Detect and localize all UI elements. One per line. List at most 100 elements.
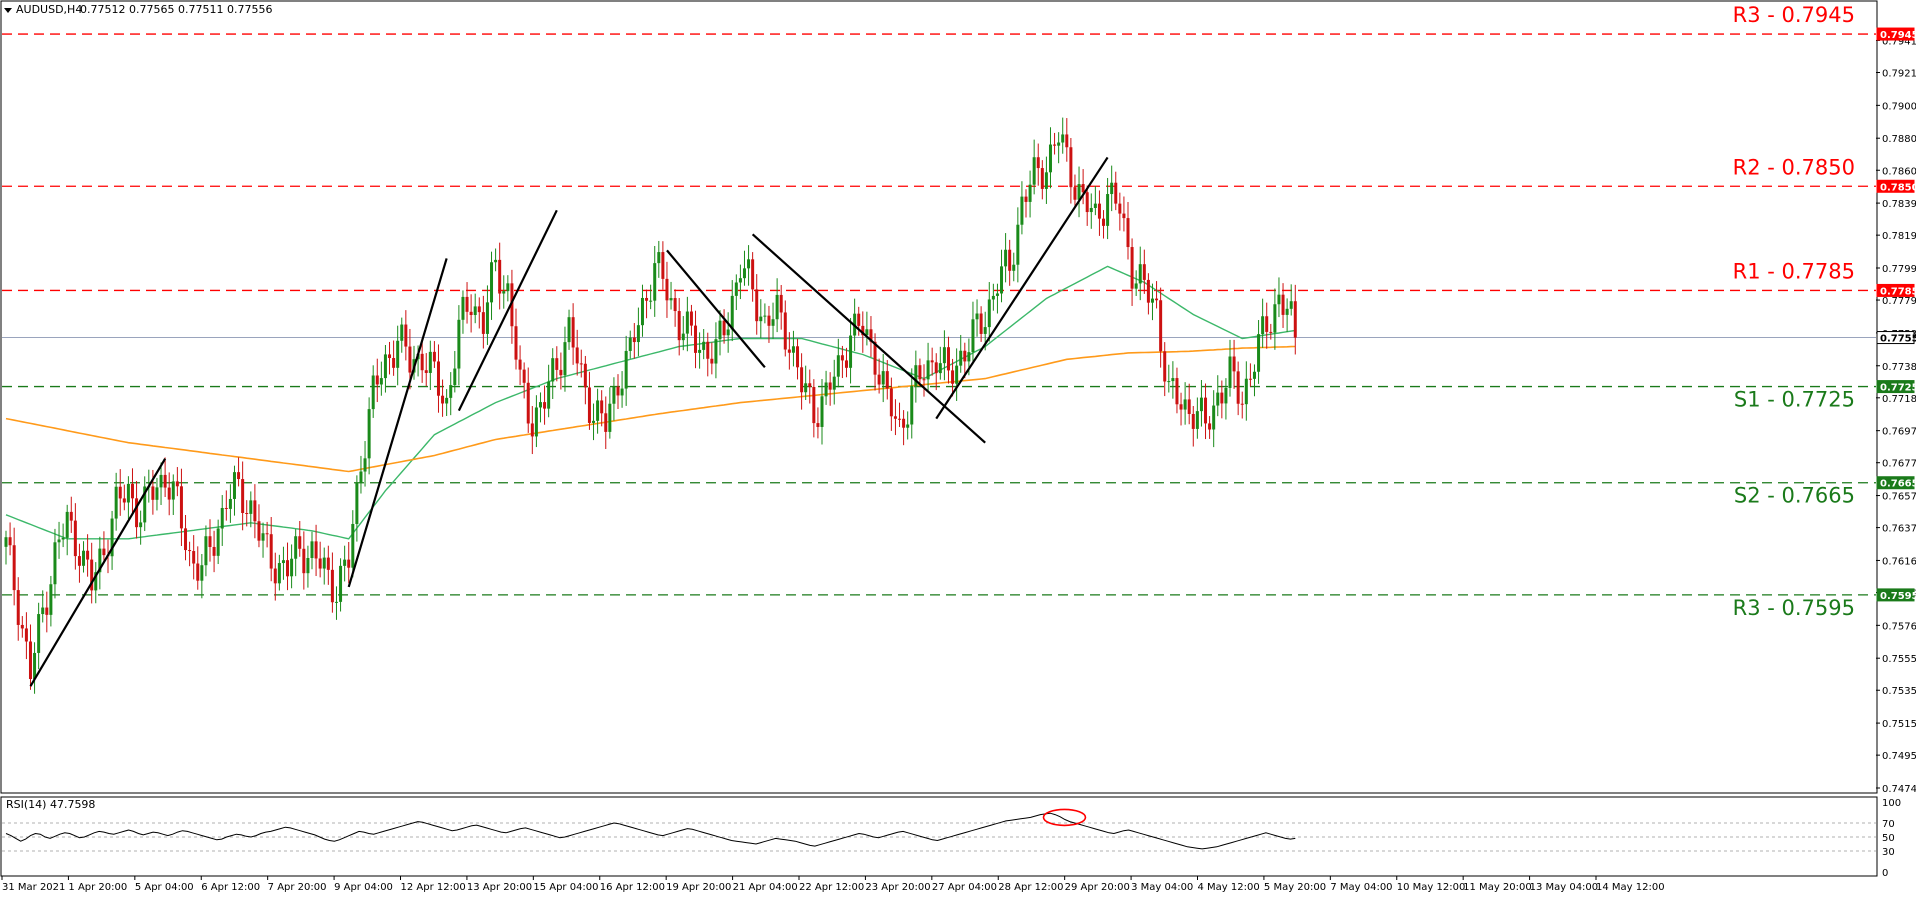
candle	[579, 349, 583, 378]
rsi-tick-label: 30	[1882, 847, 1895, 858]
candle-body	[375, 375, 379, 385]
candle	[118, 469, 122, 516]
candle	[583, 355, 587, 405]
candle	[1163, 342, 1167, 397]
candle	[1289, 284, 1293, 316]
candle-body	[616, 386, 620, 396]
trendline-5[interactable]	[935, 156, 1109, 420]
candle	[1106, 177, 1110, 240]
candle	[820, 379, 824, 445]
candle-body	[383, 354, 387, 379]
candle	[1273, 288, 1277, 350]
candle-body	[453, 368, 457, 386]
trendline-0[interactable]	[29, 458, 167, 687]
candle	[1081, 169, 1085, 205]
candle-body	[551, 358, 555, 382]
candle	[955, 348, 959, 401]
candle	[94, 562, 98, 604]
candle	[914, 350, 918, 403]
candle-body	[1008, 249, 1012, 271]
candle	[592, 403, 596, 441]
candle-body	[257, 521, 261, 541]
candle	[547, 364, 551, 418]
price-tick-label: 0.75555	[1882, 654, 1916, 665]
candle-body	[171, 481, 175, 500]
candle-body	[1093, 203, 1097, 208]
candle-body	[893, 416, 897, 419]
candle-body	[942, 347, 946, 364]
candle	[1204, 383, 1208, 440]
candle	[375, 358, 379, 403]
candle-body	[90, 559, 94, 591]
candle-body	[1073, 187, 1077, 200]
candle-body	[281, 560, 285, 564]
candle	[1004, 233, 1008, 283]
candle-body	[681, 333, 685, 341]
candle-body	[555, 358, 559, 370]
trendline-2[interactable]	[457, 209, 558, 412]
candle-body	[926, 360, 930, 380]
trendline-1[interactable]	[347, 258, 448, 588]
candle-body	[1232, 356, 1236, 372]
trendline-4[interactable]	[751, 233, 986, 444]
candle-body	[1261, 316, 1265, 335]
candle	[1179, 392, 1183, 426]
candle-body	[151, 486, 155, 500]
candle	[575, 329, 579, 376]
candle-body	[404, 324, 408, 347]
candle	[738, 264, 742, 300]
candle	[28, 624, 32, 690]
candle	[975, 299, 979, 337]
candle-body	[1065, 134, 1069, 148]
candle	[314, 524, 318, 577]
candle	[16, 577, 20, 641]
candle-body	[828, 382, 832, 390]
candle-body	[179, 486, 183, 529]
candle-body	[624, 350, 628, 389]
candle-body	[188, 550, 192, 552]
candle-body	[951, 370, 955, 384]
candle-body	[1216, 392, 1220, 406]
candle	[1285, 298, 1289, 333]
candle-body	[1171, 378, 1175, 382]
candle-body	[771, 319, 775, 326]
time-tick-label: 3 May 04:00	[1131, 882, 1193, 893]
candle-body	[265, 533, 269, 535]
time-tick-label: 1 Apr 20:00	[68, 882, 127, 893]
candle-body	[836, 355, 840, 377]
candle-body	[726, 329, 730, 336]
candle	[787, 332, 791, 370]
candle	[706, 332, 710, 377]
candle	[1277, 277, 1281, 318]
candle	[653, 245, 657, 317]
price-tag-box	[1876, 331, 1915, 345]
candle	[1069, 138, 1073, 204]
candle-body	[840, 355, 844, 361]
candle-body	[763, 315, 767, 317]
candle	[1016, 207, 1020, 283]
collapse-triangle-icon[interactable]	[4, 8, 12, 13]
candle-body	[714, 339, 718, 364]
candle	[1097, 190, 1101, 236]
candle-body	[1187, 399, 1191, 414]
rsi-tick-label: 0	[1882, 868, 1888, 879]
time-tick-label: 22 Apr 12:00	[799, 882, 864, 893]
candle	[538, 392, 542, 423]
candle-body	[628, 337, 632, 351]
candle-body	[632, 337, 636, 343]
level-label-1: R2 - 0.7850	[1733, 155, 1855, 179]
price-tick-label: 0.76775	[1882, 459, 1916, 470]
candle	[163, 457, 167, 498]
trendline-3[interactable]	[666, 249, 766, 369]
levels-layer	[2, 33, 1876, 596]
candle	[1240, 391, 1244, 419]
candle-body	[135, 498, 139, 528]
candle-body	[979, 313, 983, 334]
candle	[767, 305, 771, 343]
candle	[1171, 361, 1175, 399]
candle	[49, 575, 53, 627]
candle	[179, 468, 183, 546]
